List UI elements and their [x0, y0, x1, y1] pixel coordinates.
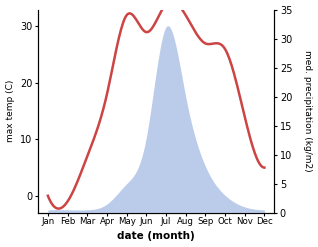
X-axis label: date (month): date (month) [117, 231, 195, 242]
Y-axis label: max temp (C): max temp (C) [5, 80, 15, 142]
Y-axis label: med. precipitation (kg/m2): med. precipitation (kg/m2) [303, 50, 313, 172]
